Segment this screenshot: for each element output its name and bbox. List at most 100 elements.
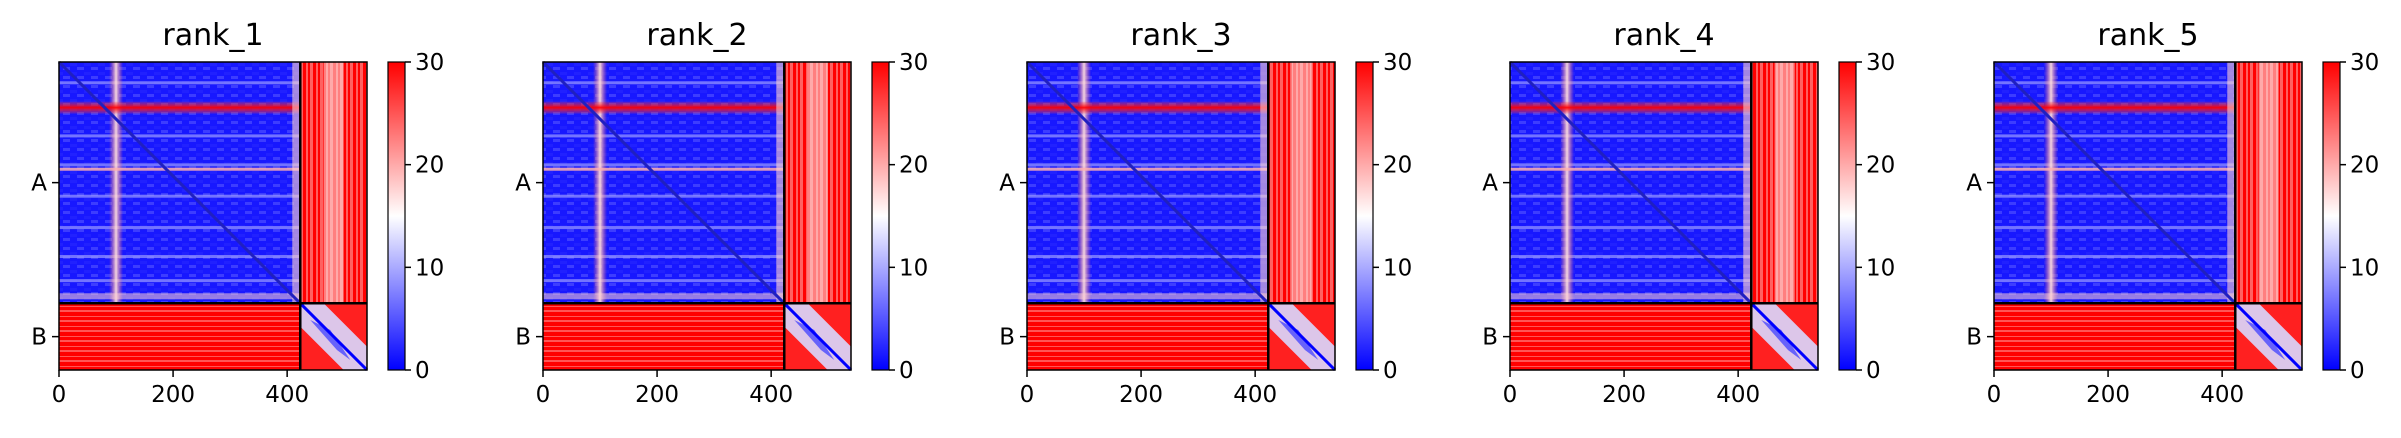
heatmap-3	[1025, 60, 1337, 372]
inter-chain-ba	[1510, 303, 1752, 370]
chain-a-stripe	[1510, 194, 1752, 198]
inter-chain-ab-light	[323, 62, 344, 304]
colorbar-tick-label: 20	[2350, 153, 2379, 179]
chain-a-stripe	[543, 226, 785, 230]
inter-chain-ab-light	[1774, 62, 1795, 304]
x-tick-label: 0	[536, 382, 551, 408]
chain-a-bottom-band	[1994, 293, 2236, 300]
heatmap-frame	[1509, 61, 1819, 371]
x-tick-label: 200	[1602, 382, 1646, 408]
chain-a-stripe	[1027, 81, 1269, 85]
colorbar-tick-label: 0	[2350, 358, 2365, 384]
chain-a-stripe	[59, 279, 301, 283]
chain-b-diagonal	[2234, 302, 2304, 372]
heatmap-frame	[1993, 61, 2303, 371]
chain-a-bottom-band	[543, 293, 785, 300]
panel-title: rank_3	[1130, 18, 1231, 53]
chain-a-stripe	[1994, 255, 2236, 259]
chain-a-vertical-band	[1560, 62, 1575, 304]
chain-a-vertical-band	[2044, 62, 2059, 304]
chain-b-core	[794, 319, 835, 360]
chain-a-horizontal-band	[1994, 101, 2236, 114]
chain-a-vertical-band	[109, 62, 124, 304]
y-chain-label: B	[515, 325, 531, 351]
chain-a-bottom-band	[59, 293, 301, 300]
y-chain-label: A	[999, 171, 1015, 197]
chain-a-stripe	[1027, 226, 1269, 230]
chain-a-horizontal-band	[543, 101, 785, 114]
panel-title: rank_1	[162, 18, 263, 53]
chain-a-stripe	[1994, 279, 2236, 283]
colorbar	[1355, 61, 1374, 371]
colorbar-tick-label: 10	[1866, 255, 1895, 281]
chain-a-pale-line	[59, 167, 301, 171]
chain-a-pale-line	[1994, 167, 2236, 171]
chain-a-stripe	[1027, 194, 1269, 198]
chain-a-stripe	[59, 134, 301, 138]
inter-chain-ab-light	[1291, 62, 1312, 304]
chain-a-stripe	[1994, 194, 2236, 198]
chain-a-pale-line	[1027, 167, 1269, 171]
chain-a-stripe	[1510, 279, 1752, 283]
panel-title: rank_2	[646, 18, 747, 53]
x-tick-label: 200	[1119, 382, 1163, 408]
heatmap-frame	[58, 61, 368, 371]
chain-a-stripe	[1510, 81, 1752, 85]
y-chain-label: A	[1966, 171, 1982, 197]
panel-title: rank_5	[2097, 18, 2198, 53]
colorbar-tick-label: 10	[2350, 255, 2379, 281]
x-tick-label: 400	[749, 382, 793, 408]
chain-a-stripe	[1994, 134, 2236, 138]
chain-a-stripe	[59, 163, 301, 167]
heatmap-5	[1992, 60, 2304, 372]
inter-chain-ab-light	[807, 62, 828, 304]
chain-b-diagonal	[783, 302, 853, 372]
colorbar-tick-label: 10	[1383, 255, 1412, 281]
chain-a-edge-band	[776, 62, 785, 304]
x-tick-label: 400	[1233, 382, 1277, 408]
chain-b-diagonal	[1267, 302, 1337, 372]
chain-a-edge-band	[292, 62, 301, 304]
x-tick-label: 0	[52, 382, 67, 408]
pae-panel-2: rank_2 0 200 400 A B 0 10 20 30	[515, 18, 928, 408]
chain-a-stripe	[1510, 226, 1752, 230]
chain-a-stripe	[59, 255, 301, 259]
pae-panel-1: rank_1 0 200 400 A B 0 10 20 30	[31, 18, 444, 408]
inter-chain-ba	[1027, 303, 1269, 370]
chain-a-stripe	[1994, 163, 2236, 167]
colorbar	[1838, 61, 1857, 371]
y-chain-label: B	[1482, 325, 1498, 351]
colorbar-tick-label: 30	[1383, 50, 1412, 76]
chain-a-diagonal	[541, 60, 786, 305]
chain-b-diagonal	[1750, 302, 1820, 372]
chain-a-stripe	[543, 279, 785, 283]
chain-a-stripe	[1994, 81, 2236, 85]
heatmap-frame	[542, 61, 852, 371]
chain-a-stripe	[543, 255, 785, 259]
chain-a-pale-line	[543, 167, 785, 171]
x-tick-label: 0	[1987, 382, 2002, 408]
colorbar-tick-label: 20	[899, 153, 928, 179]
chain-b-core	[310, 319, 351, 360]
colorbar-tick-label: 0	[415, 358, 430, 384]
inter-chain-ba	[1994, 303, 2236, 370]
inter-chain-ab-light	[2258, 62, 2279, 304]
chain-a-stripe	[1027, 279, 1269, 283]
y-chain-label: B	[31, 325, 47, 351]
x-tick-label: 200	[635, 382, 679, 408]
heatmap-1	[57, 60, 369, 372]
y-chain-label: B	[999, 325, 1015, 351]
chain-a-stripe	[59, 226, 301, 230]
pae-panel-4: rank_4 0 200 400 A B 0 10 20 30	[1482, 18, 1895, 408]
chain-a-horizontal-band	[1027, 101, 1269, 114]
colorbar-tick-label: 20	[1866, 153, 1895, 179]
x-tick-label: 400	[265, 382, 309, 408]
chain-a-stripe	[1027, 163, 1269, 167]
chain-b-diagonal	[299, 302, 369, 372]
pae-panel-3: rank_3 0 200 400 A B 0 10 20 30	[999, 18, 1412, 408]
chain-a-diagonal	[1508, 60, 1753, 305]
y-chain-label: A	[515, 171, 531, 197]
colorbar-tick-label: 0	[1383, 358, 1398, 384]
colorbar-tick-label: 20	[415, 153, 444, 179]
